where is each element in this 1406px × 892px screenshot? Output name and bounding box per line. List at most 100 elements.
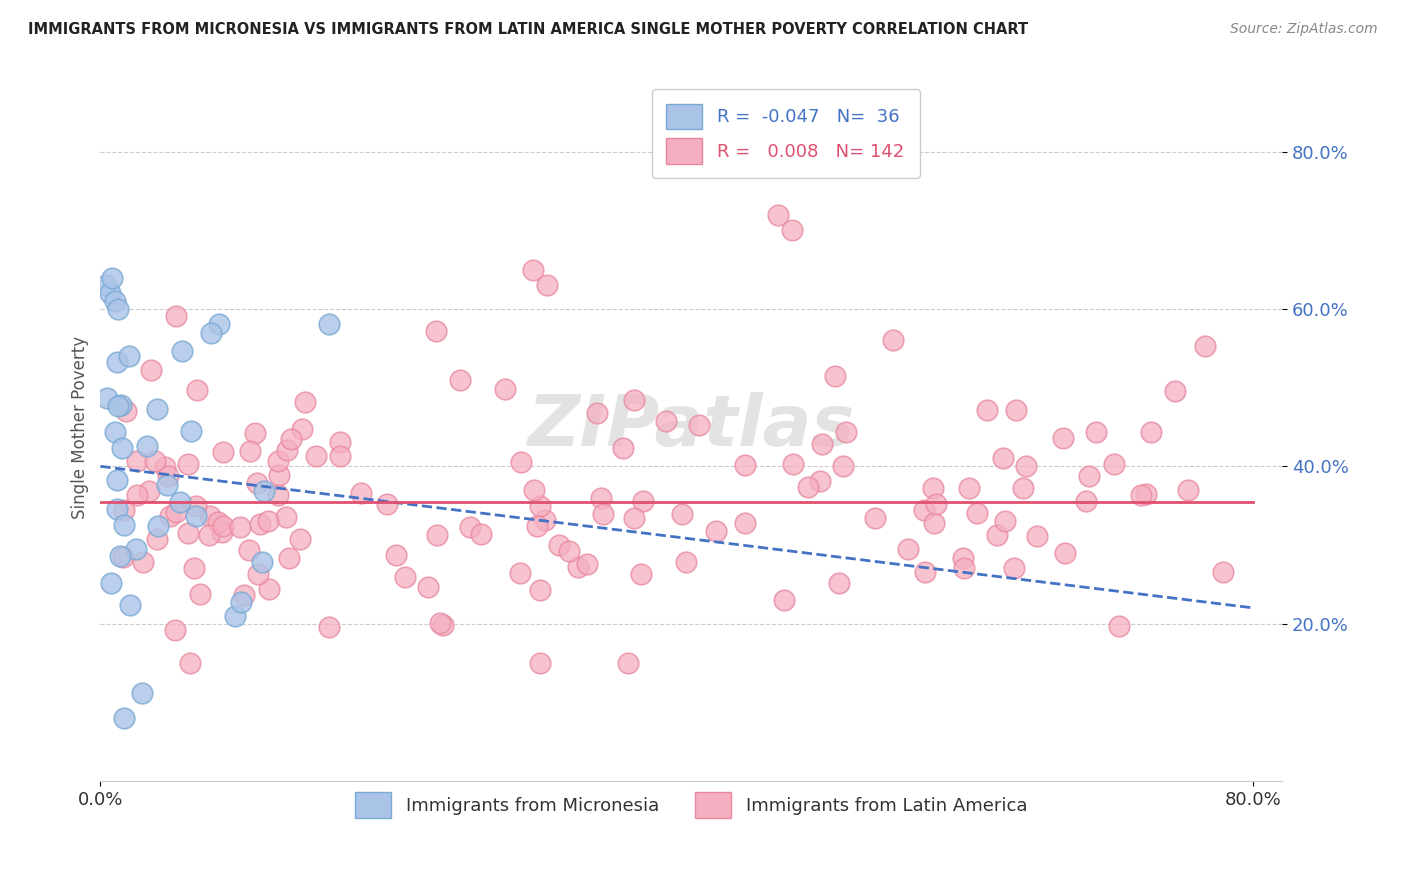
Point (183, 561, 205, 575)
Point (575, 557, 598, 571)
Point (294, 394, 316, 409)
Point (630, 567, 652, 582)
Point (558, 543, 581, 558)
Point (449, 374, 471, 388)
Point (111, 550, 134, 565)
Text: IMMIGRANTS FROM MICRONESIA VS IMMIGRANTS FROM LATIN AMERICA SINGLE MOTHER POVERT: IMMIGRANTS FROM MICRONESIA VS IMMIGRANTS… (28, 22, 1028, 37)
Point (138, 484, 160, 499)
Point (250, 555, 273, 569)
Point (966, 506, 988, 520)
Point (897, 542, 920, 557)
Point (257, 514, 280, 528)
Point (1011, 481, 1033, 495)
Point (922, 481, 945, 495)
Point (1140, 425, 1163, 440)
Point (385, 548, 408, 562)
Point (529, 656, 551, 670)
Point (1130, 488, 1153, 502)
Point (249, 516, 271, 531)
Point (394, 569, 416, 583)
Point (153, 460, 176, 475)
Point (522, 483, 544, 498)
Point (957, 481, 980, 495)
Point (617, 656, 640, 670)
Point (925, 497, 948, 511)
Point (675, 555, 697, 569)
Point (494, 382, 516, 396)
Point (200, 326, 222, 340)
Point (425, 324, 447, 338)
Y-axis label: Single Mother Poverty: Single Mother Poverty (72, 335, 89, 518)
Point (688, 417, 710, 432)
Point (655, 414, 678, 428)
Point (1053, 546, 1076, 560)
Point (112, 518, 135, 533)
Point (734, 458, 756, 472)
Point (863, 511, 886, 525)
Point (1194, 339, 1216, 353)
Point (212, 519, 235, 533)
Point (105, 355, 128, 369)
Point (238, 543, 260, 558)
Point (139, 363, 162, 377)
Point (96, 391, 118, 405)
Point (589, 491, 612, 505)
Point (782, 458, 804, 472)
Point (125, 488, 148, 502)
Point (267, 468, 290, 483)
Point (208, 317, 231, 331)
Point (1015, 459, 1038, 474)
Point (143, 454, 166, 468)
Point (534, 513, 557, 527)
Point (136, 439, 159, 453)
Point (305, 449, 328, 463)
Point (418, 580, 440, 594)
Point (586, 406, 609, 420)
Point (186, 509, 208, 524)
Point (914, 565, 936, 579)
Legend: Immigrants from Micronesia, Immigrants from Latin America: Immigrants from Micronesia, Immigrants f… (349, 785, 1035, 825)
Point (224, 608, 246, 623)
Point (766, 208, 789, 222)
Point (131, 686, 153, 700)
Point (146, 532, 169, 546)
Point (243, 426, 266, 441)
Point (166, 505, 188, 519)
Point (291, 422, 314, 436)
Point (592, 508, 614, 522)
Point (835, 425, 858, 440)
Point (197, 527, 219, 541)
Point (146, 401, 169, 416)
Point (623, 511, 645, 525)
Point (257, 582, 280, 597)
Point (288, 532, 311, 546)
Point (375, 497, 398, 511)
Point (111, 442, 134, 456)
Point (882, 334, 904, 348)
Point (108, 549, 131, 564)
Point (458, 520, 481, 534)
Point (184, 499, 207, 513)
Point (631, 494, 654, 508)
Point (246, 566, 269, 581)
Point (157, 469, 180, 483)
Point (188, 587, 211, 601)
Point (671, 507, 693, 521)
Point (922, 516, 945, 530)
Point (828, 576, 851, 591)
Point (100, 286, 122, 301)
Point (165, 309, 187, 323)
Point (104, 294, 127, 309)
Point (734, 516, 756, 530)
Point (824, 368, 846, 383)
Point (159, 508, 181, 523)
Point (1026, 528, 1049, 542)
Point (329, 434, 352, 449)
Point (1164, 384, 1187, 398)
Point (229, 520, 252, 534)
Point (612, 441, 634, 455)
Point (953, 561, 976, 575)
Point (704, 524, 727, 539)
Point (1177, 483, 1199, 497)
Point (177, 526, 200, 541)
